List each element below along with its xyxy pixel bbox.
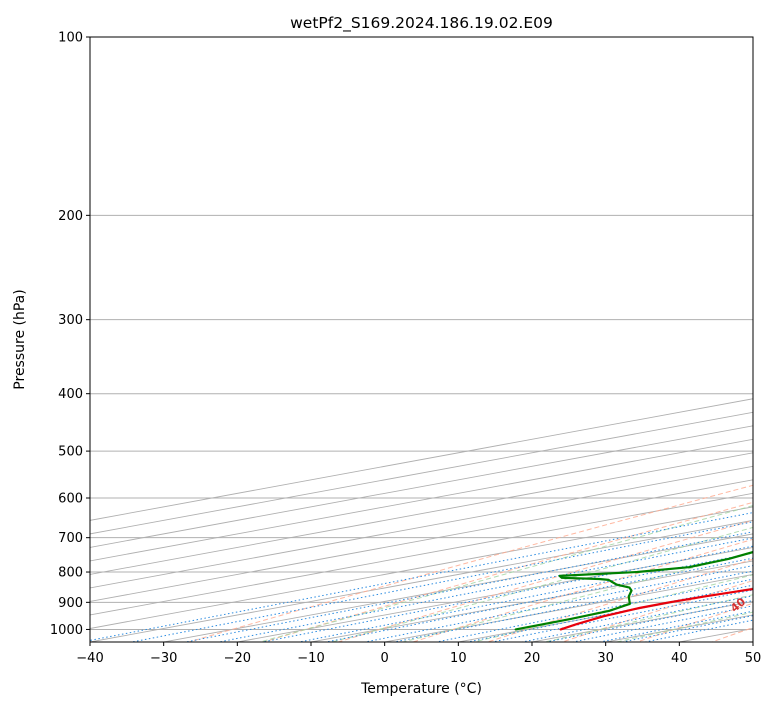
isotherm-line: [603, 614, 753, 642]
isotherm-line: [529, 601, 753, 642]
moist-adiabat-line: [614, 611, 753, 642]
isotherm-line: [90, 492, 753, 616]
y-tick-label: 500: [58, 445, 83, 460]
moist-adiabat-line: [258, 505, 753, 642]
isoline-labels: 0.10.20.40.611.52346810131620253036-100-…: [728, 595, 748, 615]
x-tick-label: −30: [150, 651, 177, 666]
y-tick-label: 400: [58, 387, 83, 402]
isotherm-line: [90, 452, 753, 575]
mixing-ratio-line: [489, 589, 753, 642]
dewpoint-line: [514, 550, 753, 631]
isotherm-line: [308, 560, 753, 642]
pressure-gridlines: [90, 37, 753, 630]
dry-adiabat-line: [754, 10, 775, 654]
chart-title: wetPf2_S169.2024.186.19.02.E09: [290, 14, 553, 33]
y-tick-label: 900: [58, 596, 83, 611]
x-tick-label: 0: [381, 651, 389, 666]
y-tick-label: 700: [58, 531, 83, 546]
x-tick-label: −40: [76, 651, 103, 666]
temperature-line: [559, 587, 753, 631]
mixing-ratio-line: [464, 584, 753, 642]
ept-label: 40: [728, 595, 748, 615]
y-tick-label: 1000: [50, 623, 83, 638]
x-tick-label: 40: [671, 651, 688, 666]
mixing-ratio-line: [296, 552, 753, 642]
isotherm-line: [90, 519, 753, 642]
mixing-ratio-lines: [90, 512, 753, 642]
dry-adiabats: [187, 10, 775, 654]
isotherm-line: [161, 533, 753, 642]
x-tick-label: −20: [224, 651, 251, 666]
x-tick-label: 30: [597, 651, 614, 666]
moist-adiabat-line: [330, 526, 753, 642]
isotherm-line: [90, 465, 753, 589]
y-tick-label: 200: [58, 209, 83, 224]
isotherm-line: [90, 411, 753, 535]
x-axis-label: Temperature (°C): [360, 681, 482, 697]
isotherm-line: [90, 479, 753, 602]
y-tick-label: 100: [58, 31, 83, 46]
isotherm-line: [90, 398, 753, 521]
y-tick-label: 800: [58, 566, 83, 581]
plot-area: 0.10.20.40.611.52346810131620253036-100-…: [90, 10, 775, 654]
y-tick-label: 600: [58, 492, 83, 507]
dry-adiabat-line: [486, 558, 753, 642]
dry-adiabat-line: [411, 538, 753, 642]
mixing-ratio-line: [519, 595, 753, 642]
isotherms: [90, 398, 753, 642]
x-axis-ticks: −40 −30 −20 −10 0 10 20 30 40 50: [76, 642, 761, 666]
mixing-ratio-line: [183, 531, 753, 642]
x-tick-label: 50: [745, 651, 762, 666]
y-tick-label: 300: [58, 313, 83, 328]
isotherm-line: [382, 573, 753, 642]
x-tick-label: 20: [524, 651, 541, 666]
dry-adiabat-line: [336, 519, 753, 642]
dry-adiabat-line: [635, 602, 753, 642]
y-axis-ticks: 100 200 300 400 500 600 700 800 900 1000: [50, 31, 90, 638]
isotherm-line: [234, 546, 753, 642]
isotherm-line: [90, 506, 753, 629]
isotherm-line: [90, 438, 753, 562]
isotherm-line: [90, 425, 753, 548]
plot-frame: [89, 36, 754, 643]
y-axis-label: Pressure (hPa): [12, 289, 28, 389]
dry-adiabat-line: [187, 484, 753, 642]
x-tick-label: 10: [450, 651, 467, 666]
mixing-ratio-line: [216, 537, 753, 642]
x-tick-label: −10: [297, 651, 324, 666]
dry-adiabat-line: [261, 501, 753, 642]
moist-adiabat-line: [542, 594, 753, 642]
profile-series: [514, 550, 753, 631]
mixing-ratio-line: [260, 545, 753, 642]
isotherm-line: [455, 587, 753, 642]
isotherm-line: [676, 628, 753, 642]
